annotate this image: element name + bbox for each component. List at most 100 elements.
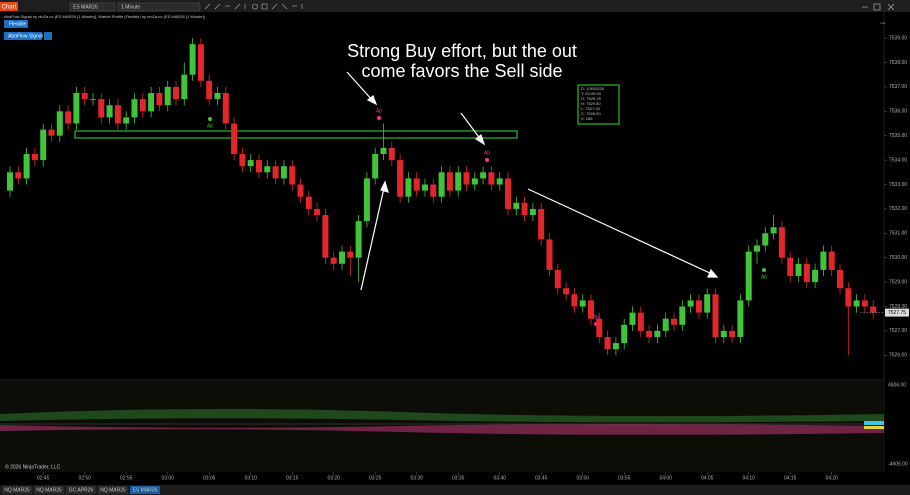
marker-label: Ab: [207, 123, 213, 129]
candle-body: [612, 343, 619, 350]
scroll-arrow[interactable]: →: [878, 16, 887, 26]
candle-body: [56, 111, 63, 136]
candle-body: [828, 251, 835, 270]
interval-dropdown[interactable]: [117, 2, 201, 12]
candle-body: [621, 324, 628, 344]
candle-body: [671, 318, 677, 325]
candle-body: [538, 208, 545, 240]
candle-body: [455, 172, 462, 191]
candle-body: [413, 178, 420, 191]
time-label: 04:10: [742, 475, 755, 481]
candle-body: [123, 117, 130, 124]
candle-body: [795, 263, 802, 277]
settings-button[interactable]: [44, 32, 52, 40]
candle-body: [637, 312, 644, 331]
time-label: 03:45: [535, 475, 548, 481]
time-label: 03:10: [244, 475, 257, 481]
price-label: 7528.00: [889, 304, 907, 310]
tab[interactable]: [34, 486, 64, 494]
price-label: 7534.00: [889, 157, 907, 163]
chart-button[interactable]: [0, 2, 18, 11]
candle-body: [98, 99, 105, 118]
candle-body: [23, 154, 30, 179]
info-line: L: 7527.00: [581, 106, 601, 111]
time-label: 03:05: [203, 475, 216, 481]
candle-body: [654, 330, 661, 338]
candle-body: [131, 99, 138, 118]
aboflow-button[interactable]: [4, 32, 42, 40]
candle-body: [820, 251, 827, 270]
annotation-line: come favors the Sell side: [361, 61, 562, 81]
annotation-line: Strong Buy effort, but the out: [347, 41, 577, 61]
marker-dot: [762, 268, 766, 272]
buy-band: [0, 408, 884, 423]
candle-body: [114, 105, 121, 124]
price-label: 7529.00: [889, 279, 907, 285]
copyright: © 2026 NinjaTrader, LLC: [5, 463, 61, 470]
candle-body: [48, 129, 55, 136]
info-line: V: 185: [581, 116, 593, 121]
candle-body: [845, 288, 852, 307]
candle-body: [729, 330, 736, 338]
candle-body: [471, 178, 478, 185]
candle-body: [480, 172, 487, 179]
tab[interactable]: [2, 486, 32, 494]
tab[interactable]: [66, 486, 96, 494]
time-label: 03:40: [493, 475, 506, 481]
candle-body: [65, 111, 72, 124]
candle-body: [222, 93, 229, 124]
candle-body: [438, 172, 445, 197]
panel-tag-cyan: [864, 421, 884, 425]
candle-body: [712, 294, 719, 338]
candle-body: [363, 178, 370, 222]
info-line: T: 03:49:00: [581, 91, 602, 96]
tab[interactable]: [98, 486, 128, 494]
time-label: 03:00: [161, 475, 174, 481]
candle-body: [596, 318, 603, 338]
marker-label: Ab: [484, 150, 490, 156]
candle-body: [7, 172, 13, 191]
zone-box: [74, 130, 518, 139]
candle-body: [646, 330, 653, 338]
chart-button-label: Chart: [2, 5, 17, 11]
candle-body: [588, 300, 594, 319]
candle-body: [505, 178, 511, 209]
instrument-dropdown[interactable]: [69, 2, 116, 12]
price-label: 7536.00: [889, 109, 907, 115]
candle-body: [73, 93, 80, 124]
indicator-line: AboFlow Signal by ninZa.co (ES MAR26 (1 …: [4, 14, 206, 19]
panel-label: -4606.00: [888, 461, 908, 467]
panel-label: 4606.00: [888, 382, 906, 388]
flexible-label: Flexible: [9, 21, 26, 27]
candle-body: [15, 172, 22, 179]
window-controls[interactable]: [862, 3, 895, 11]
marker-dot: [485, 158, 489, 162]
toolbar-icons[interactable]: [204, 3, 303, 10]
candle-body: [206, 80, 213, 100]
candle-body: [156, 93, 163, 106]
candle-body: [181, 74, 188, 100]
candle-body: [695, 300, 702, 313]
tab[interactable]: [130, 486, 160, 494]
time-label: 03:55: [618, 475, 631, 481]
time-label: 02:55: [120, 475, 133, 481]
candle-body: [861, 300, 868, 307]
info-line: H: 7529.50: [581, 101, 601, 106]
info-line: O: 7529.25: [581, 96, 602, 101]
candle-body: [812, 269, 819, 283]
toolbar: [0, 0, 910, 12]
candle-body: [148, 93, 155, 112]
current-price-label: 7527.75: [888, 310, 906, 316]
time-label: 04:05: [701, 475, 714, 481]
panel-tag-yellow: [864, 426, 884, 429]
flexible-button[interactable]: [4, 20, 28, 28]
candle-body: [571, 294, 578, 307]
candle-body: [305, 196, 312, 209]
candle-body: [264, 166, 271, 173]
candle-body: [297, 184, 304, 197]
time-label: 03:50: [576, 475, 589, 481]
candle-body: [272, 166, 279, 179]
price-label: 7531.00: [889, 231, 907, 237]
price-label: 7527.00: [889, 328, 907, 334]
